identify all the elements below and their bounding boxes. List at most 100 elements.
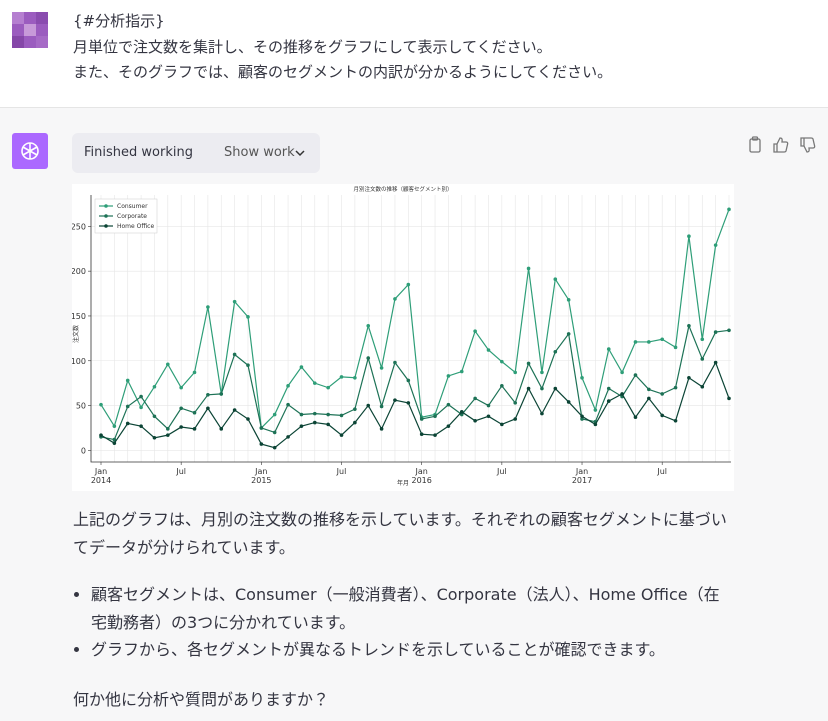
data-point (112, 437, 117, 442)
data-point (139, 394, 143, 399)
data-point (580, 417, 584, 421)
data-point (366, 403, 371, 408)
data-point (513, 370, 518, 375)
data-point (326, 385, 330, 390)
data-point (166, 427, 170, 431)
x-tick-label: 2014 (91, 476, 111, 485)
data-point (246, 363, 250, 368)
data-point (486, 348, 491, 352)
data-point (526, 266, 531, 271)
data-point (152, 414, 157, 419)
data-point (125, 421, 130, 426)
data-point (152, 384, 157, 389)
data-point (339, 413, 344, 418)
data-point (192, 427, 197, 431)
data-point (660, 413, 664, 418)
data-point (379, 404, 384, 409)
assistant-paragraph: 上記のグラフは、月別の注文数の推移を示しています。それぞれの顧客セグメントに基づ… (73, 510, 727, 557)
data-point (500, 359, 504, 364)
data-point (660, 337, 664, 342)
data-point (286, 435, 290, 439)
data-point (687, 375, 691, 380)
data-point (620, 392, 624, 396)
data-point (633, 373, 638, 377)
data-point (500, 422, 504, 427)
data-point (727, 328, 731, 333)
y-tick-label: 250 (72, 222, 86, 231)
data-point (580, 414, 584, 419)
data-point (232, 408, 237, 412)
data-point (727, 396, 731, 401)
data-point (259, 442, 264, 446)
x-axis-label: 年月 (397, 479, 409, 487)
data-point (486, 414, 491, 419)
data-point (206, 393, 210, 397)
data-point (566, 298, 571, 302)
data-point (353, 375, 357, 380)
data-point (553, 386, 558, 391)
y-tick-label: 50 (76, 402, 86, 411)
data-point (246, 417, 250, 421)
data-point (366, 324, 371, 328)
data-point (139, 424, 143, 428)
data-point (232, 352, 237, 357)
data-point (179, 406, 183, 411)
data-point (206, 406, 210, 411)
data-point (446, 402, 451, 407)
data-point (673, 345, 678, 350)
data-point (473, 396, 477, 401)
data-point (713, 330, 718, 334)
x-tick-label: Jan (415, 467, 428, 476)
data-point (540, 411, 544, 416)
data-point (272, 430, 277, 435)
data-point (553, 277, 558, 282)
data-point (406, 378, 411, 383)
x-tick-label: Jan (254, 467, 267, 476)
data-point (446, 424, 451, 428)
data-point (125, 378, 130, 383)
data-point (660, 392, 664, 396)
bullet: 顧客セグメントは、Consumer（一般消費者）、Corporate（法人）、H… (91, 581, 733, 636)
data-point (593, 422, 598, 427)
data-point (700, 384, 705, 389)
data-point (580, 375, 584, 380)
data-point (700, 337, 705, 342)
user-message: {#分析指示} 月単位で注文数を集計し、その推移をグラフにして表示してください。… (0, 0, 828, 108)
data-point (139, 405, 143, 410)
data-point (713, 243, 718, 247)
data-point (727, 207, 731, 212)
show-work[interactable]: Show work (224, 145, 295, 160)
data-point (500, 384, 504, 388)
data-point (326, 422, 330, 427)
data-point (687, 324, 691, 328)
work-status[interactable]: Finished working Show work (72, 133, 320, 173)
data-point (553, 349, 558, 354)
data-point (339, 375, 344, 379)
data-point (339, 433, 344, 437)
assistant-avatar (12, 133, 48, 169)
data-point (192, 370, 197, 375)
user-line: また、そのグラフでは、顧客のセグメントの内訳が分かるようにしてください。 (73, 63, 613, 81)
data-point (620, 370, 624, 375)
data-point (379, 366, 384, 370)
data-point (606, 386, 611, 391)
user-text: {#分析指示} 月単位で注文数を集計し、その推移をグラフにして表示してください。… (73, 9, 612, 86)
data-point (259, 426, 264, 430)
data-point (326, 412, 330, 417)
data-point (99, 433, 103, 437)
data-point (166, 433, 170, 437)
data-point (566, 400, 571, 404)
data-point (473, 418, 477, 423)
axes (90, 195, 731, 463)
x-tick-label: 2016 (412, 476, 432, 485)
chart: 月別注文数の推移（顧客セグメント別） 年月 注文数 0 50 100 150 200 25… (72, 184, 734, 491)
x-tick-label: Jan (94, 467, 107, 476)
message-actions[interactable] (746, 136, 821, 154)
x-tick-label: Jul (496, 467, 507, 476)
x-tick-label: Jan (575, 467, 588, 476)
data-point (112, 424, 117, 428)
closing: 何か他に分析や質問がありますか？ (73, 690, 330, 709)
data-point (125, 404, 130, 409)
y-axis-label: 注文数 (72, 325, 80, 343)
